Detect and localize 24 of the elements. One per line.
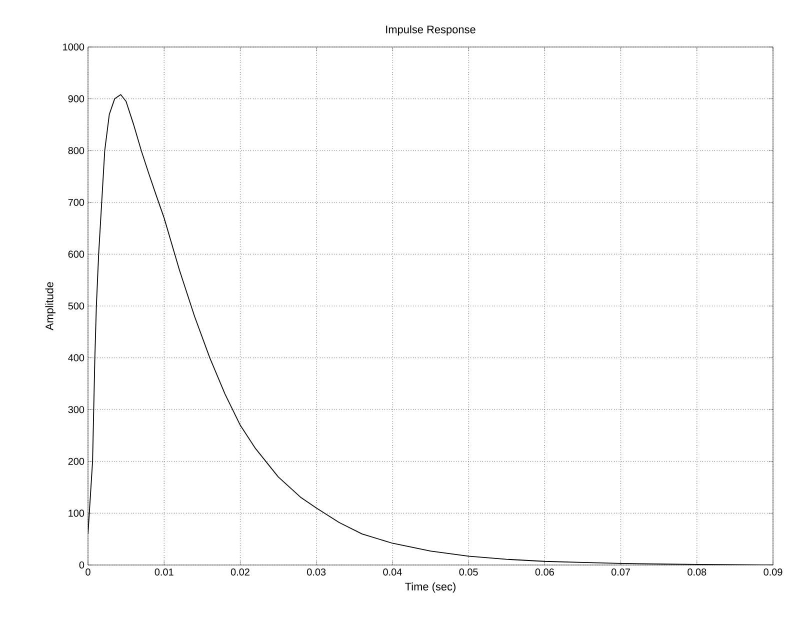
x-tick-label: 0.04 xyxy=(383,568,402,576)
y-tick-label: 0 xyxy=(79,561,84,569)
y-tick-label: 800 xyxy=(68,147,84,154)
x-tick-label: 0.06 xyxy=(535,568,554,576)
x-tick-label: 0.05 xyxy=(459,568,478,576)
x-axis-title: Time (sec) xyxy=(405,582,456,593)
y-tick-label: 700 xyxy=(68,198,84,206)
x-tick-label: 0.01 xyxy=(154,568,174,576)
chart-title: Impulse Response xyxy=(386,25,476,36)
x-tick-label: 0.03 xyxy=(307,568,326,576)
y-tick-label: 400 xyxy=(68,354,84,362)
y-tick-label: 900 xyxy=(68,95,84,102)
y-tick-label: 200 xyxy=(68,458,84,465)
y-tick-label: 100 xyxy=(68,510,84,517)
x-tick-label: 0 xyxy=(86,568,90,576)
x-tick-label: 0.02 xyxy=(230,568,250,576)
x-tick-label: 0.09 xyxy=(764,568,782,576)
x-tick-label: 0.07 xyxy=(611,568,630,576)
y-tick-label: 1000 xyxy=(63,43,84,51)
y-axis-title: Amplitude xyxy=(45,282,56,330)
x-tick-label: 0.08 xyxy=(688,568,706,576)
y-tick-label: 300 xyxy=(68,406,84,414)
y-tick-label: 600 xyxy=(68,250,84,258)
y-tick-label: 500 xyxy=(68,302,84,310)
